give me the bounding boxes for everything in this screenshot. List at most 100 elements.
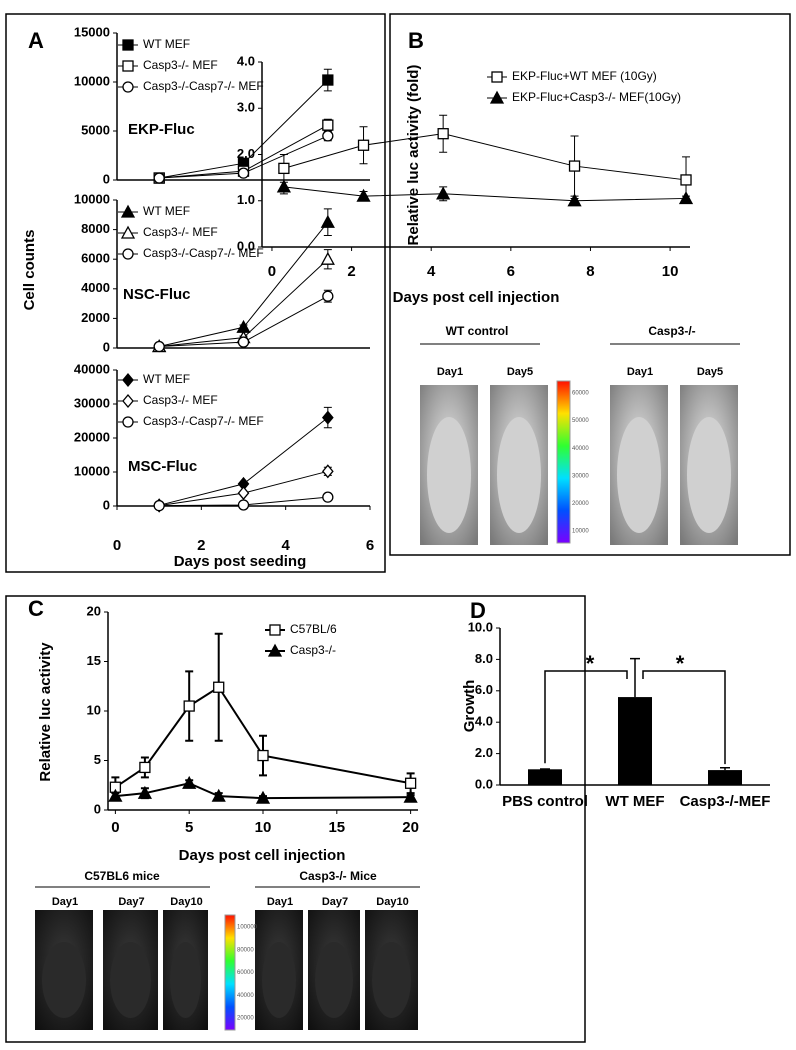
x-tick-label: 15 [328, 819, 345, 836]
point [237, 167, 250, 179]
x-tick-label: PBS control [502, 793, 588, 810]
x-tick-label: 0 [111, 819, 119, 836]
x-axis-label: Days post seeding [174, 553, 307, 570]
colorbar-tick-label: 100000 [237, 925, 258, 931]
y-tick-label: 10000 [74, 73, 110, 88]
point [213, 681, 225, 693]
day-label: Day7 [118, 896, 144, 908]
y-axis-label: Relative luc activity [37, 642, 54, 782]
point [153, 500, 165, 512]
colorbar-tick-label: 20000 [572, 501, 589, 507]
x-tick-label: 10 [662, 263, 679, 280]
legend-marker [122, 372, 134, 388]
point [139, 761, 151, 774]
x-tick-label: 2 [347, 263, 355, 280]
y-tick-label: 10 [87, 702, 101, 717]
y-axis-label: Relative luc activity (fold) [405, 65, 422, 246]
legend-marker [267, 643, 283, 657]
x-tick-label: 5 [185, 819, 193, 836]
y-tick-label: 0 [94, 801, 101, 816]
series-line [283, 133, 687, 181]
legend-marker [120, 204, 136, 218]
legend-label: Casp3-/-Casp7-/- MEF [143, 79, 264, 93]
point [322, 130, 334, 142]
panel-frame [5, 595, 586, 1043]
y-tick-label: 0 [103, 497, 110, 512]
significance-bracket [544, 670, 628, 764]
point [322, 491, 334, 503]
legend-marker [269, 624, 281, 636]
x-tick-label: 10 [255, 819, 272, 836]
panel-label: A [28, 28, 44, 53]
point [108, 788, 123, 802]
mouse-body [687, 417, 731, 533]
legend-marker [122, 248, 134, 260]
mouse-body [497, 417, 541, 533]
point [278, 162, 290, 175]
mouse-body [372, 942, 411, 1018]
y-tick-label: 3.0 [237, 100, 255, 115]
y-tick-label: 0 [103, 339, 110, 354]
legend-label: Casp3-/-Casp7-/- MEF [143, 414, 264, 428]
colorbar [556, 380, 571, 544]
day-label: Day1 [627, 366, 653, 378]
point [567, 193, 582, 207]
y-tick-label: 20000 [74, 429, 110, 444]
significance-star: * [586, 651, 595, 676]
point [211, 788, 226, 802]
image-group-title: Casp3-/- Mice [299, 869, 377, 883]
y-tick-label: 40000 [74, 361, 110, 376]
x-tick-label: 8 [586, 263, 594, 280]
mouse-body [110, 942, 151, 1018]
colorbar-tick-label: 50000 [572, 418, 589, 424]
point [322, 290, 334, 302]
significance-star: * [676, 651, 685, 676]
legend-label: Casp3-/- MEF [143, 58, 218, 72]
day-label: Day7 [322, 896, 348, 908]
x-tick-label: 2 [197, 537, 205, 554]
x-tick-label: 4 [427, 263, 436, 280]
point [437, 128, 449, 140]
point [403, 789, 418, 803]
series-line [283, 186, 687, 202]
image-group-title: Casp3-/- [648, 324, 695, 338]
y-tick-label: 15000 [74, 24, 110, 39]
legend-label: Casp3-/- MEF [143, 225, 218, 239]
point [320, 214, 335, 228]
day-label: Day1 [52, 896, 78, 908]
colorbar-tick-label: 60000 [572, 391, 589, 397]
significance-bracket [642, 670, 726, 765]
point [321, 464, 334, 479]
legend-marker [489, 90, 505, 104]
colorbar-tick-label: 80000 [237, 947, 254, 953]
point [680, 174, 692, 186]
legend-label: Casp3-/-Casp7-/- MEF [143, 246, 264, 260]
y-tick-label: 10000 [74, 191, 110, 206]
point [182, 775, 197, 789]
legend-marker [122, 393, 134, 409]
x-tick-label: Casp3-/-MEF [680, 793, 771, 810]
panel-frame [5, 13, 386, 573]
point [322, 119, 334, 131]
mouse-body [427, 417, 471, 533]
point [320, 251, 335, 265]
y-axis-label: Cell counts [21, 230, 38, 311]
y-tick-label: 10.0 [468, 619, 493, 634]
legend-label: C57BL/6 [290, 622, 337, 636]
y-tick-label: 8000 [81, 221, 110, 236]
point [137, 785, 152, 799]
point [237, 499, 250, 511]
y-axis-label: Growth [461, 680, 478, 733]
day-label: Day1 [267, 896, 293, 908]
panel-label: B [408, 28, 424, 53]
bar [618, 697, 652, 785]
legend-label: Casp3-/- MEF [143, 393, 218, 407]
error-bar [720, 766, 730, 771]
point [237, 336, 250, 348]
panel-label: D [470, 598, 486, 623]
y-tick-label: 10000 [74, 463, 110, 478]
point [255, 790, 271, 804]
mouse-body [42, 942, 86, 1018]
y-tick-label: 4000 [81, 280, 110, 295]
point [183, 700, 195, 712]
